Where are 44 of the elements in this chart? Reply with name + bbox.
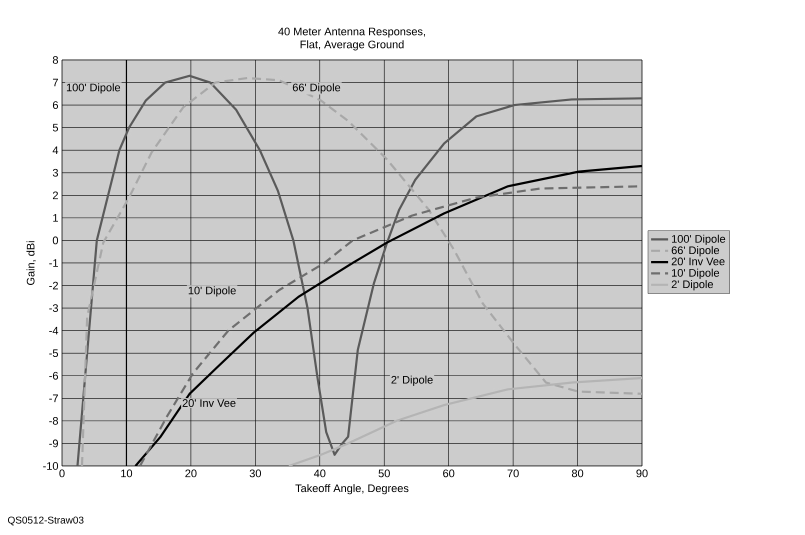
y-tick-label: 7 [52,78,58,86]
y-tick-label: 0 [52,236,58,244]
legend-label: 66' Dipole [672,246,720,256]
y-axis-title: Gain, dBi [26,241,36,285]
x-tick-label: 20 [185,470,197,478]
annotation: 2' Dipole [391,376,433,386]
legend-label: 2' Dipole [672,280,713,290]
y-tick-label: -8 [49,417,58,425]
y-tick-label: 3 [52,168,58,177]
x-tick-label: 90 [636,470,648,478]
y-tick-label: -5 [49,349,58,358]
chart-title: 40 Meter Antenna Responses, [278,28,426,38]
y-tick-label: 2 [52,192,58,200]
x-tick-label: 0 [59,470,65,478]
chart-subtitle: Flat, Average Ground [300,40,404,50]
x-tick-label: 30 [250,470,261,478]
y-tick-label: 1 [53,214,58,222]
y-tick-label: -9 [49,440,58,448]
annotation: 100' Dipole [66,83,120,94]
legend-label: 20' Inv Vee [672,258,725,266]
x-tick-label: 60 [443,470,454,478]
legend-label: 100' Dipole [672,234,726,245]
legend-label: 10' Dipole [672,268,720,279]
y-tick-label: 5 [52,124,58,132]
x-tick-label: 10 [121,470,132,478]
y-tick-label: -10 [43,462,58,470]
y-tick-label: -1 [49,259,58,267]
y-tick-label: -2 [49,282,58,290]
y-tick-label: -4 [49,326,58,334]
y-tick-label: -6 [49,372,58,380]
y-tick-label: 8 [52,56,58,64]
y-tick-label: 6 [52,101,58,109]
y-tick-label: 4 [52,146,58,154]
text: QS0512-Straw03 [8,516,84,526]
annotation: 66' Dipole [292,83,340,94]
x-tick-label: 40 [314,470,326,478]
y-tick-label: -7 [49,394,58,402]
x-tick-label: 50 [378,470,390,478]
x-tick-label: 80 [572,470,584,478]
y-tick-label: -3 [49,304,58,312]
x-tick-label: 70 [508,470,519,478]
x-axis-title: Takeoff Angle, Degrees [295,484,408,494]
annotation: 10' Dipole [188,286,236,297]
annotation: 20' Inv Vee [182,399,236,407]
